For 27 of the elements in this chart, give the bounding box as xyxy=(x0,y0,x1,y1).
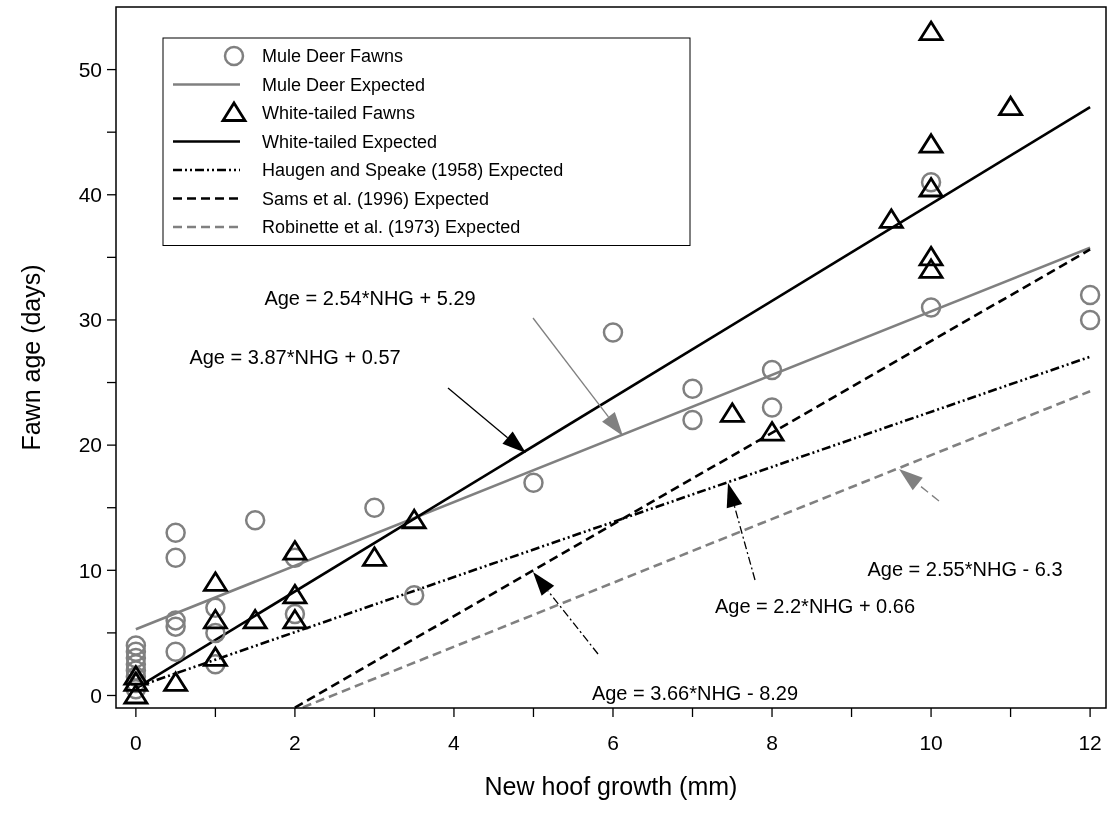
x-tick-label: 6 xyxy=(607,731,619,754)
y-tick-label: 20 xyxy=(78,433,102,457)
x-axis-title: New hoof growth (mm) xyxy=(484,772,738,800)
y-tick-label: 40 xyxy=(78,183,102,207)
x-tick-label: 0 xyxy=(130,731,142,754)
x-tick-label: 2 xyxy=(289,731,301,754)
legend-label: Haugen and Speake (1958) Expected xyxy=(262,160,564,181)
x-tick-label: 12 xyxy=(1078,731,1102,754)
y-tick-label: 50 xyxy=(78,57,102,81)
y-tick-label: 30 xyxy=(78,308,102,332)
annotation: Age = 2.54*NHG + 5.29 xyxy=(264,287,476,309)
legend-label: Mule Deer Fawns xyxy=(262,46,404,67)
legend-label: Mule Deer Expected xyxy=(262,74,426,95)
legend-label: White-tailed Fawns xyxy=(262,103,416,124)
legend-label: Sams et al. (1996) Expected xyxy=(262,188,490,209)
y-tick-label: 10 xyxy=(78,558,102,582)
annotation: Age = 2.55*NHG - 6.3 xyxy=(867,558,1063,580)
legend-label: Robinette et al. (1973) Expected xyxy=(262,217,521,238)
y-axis-title: Fawn age (days) xyxy=(17,264,45,451)
annotation: Age = 3.87*NHG + 0.57 xyxy=(189,346,401,368)
x-tick-label: 4 xyxy=(448,731,461,754)
legend-label: White-tailed Expected xyxy=(262,131,438,152)
x-tick-label: 8 xyxy=(766,731,778,754)
x-tick-label: 10 xyxy=(919,731,943,754)
y-tick-label: 0 xyxy=(90,683,102,707)
annotation: Age = 2.2*NHG + 0.66 xyxy=(714,595,916,617)
annotation: Age = 3.66*NHG - 8.29 xyxy=(591,682,799,704)
